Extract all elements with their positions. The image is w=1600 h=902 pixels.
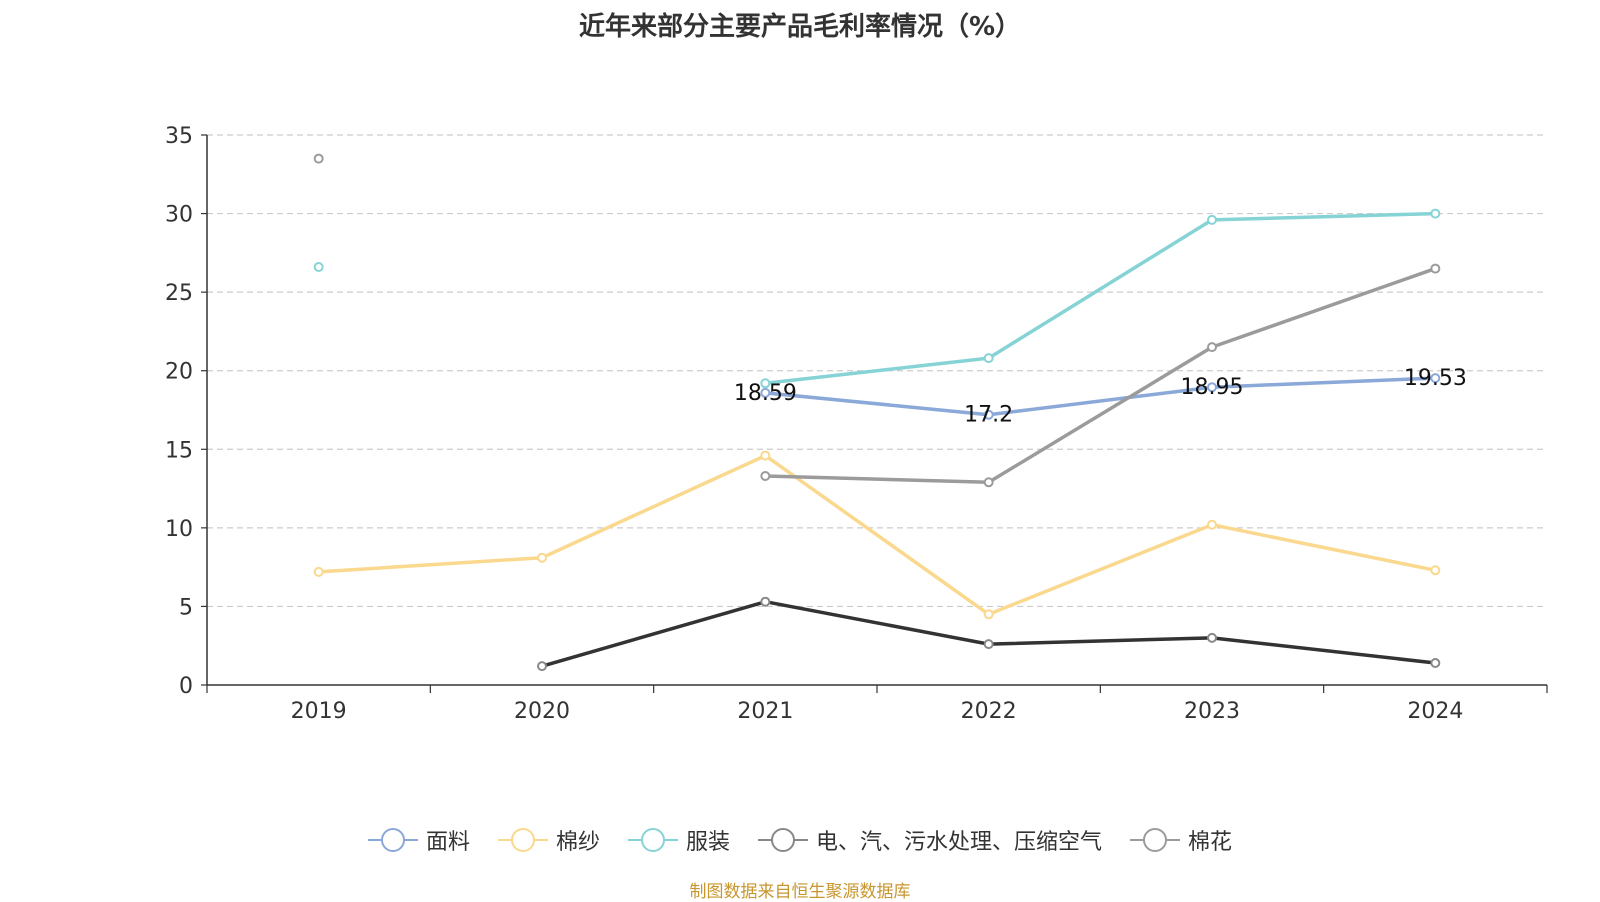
data-point <box>1430 208 1441 219</box>
y-tick-label: 30 <box>165 203 193 228</box>
legend-item[interactable]: 棉花 <box>1130 824 1232 856</box>
y-tick-label: 25 <box>165 281 193 306</box>
data-point <box>1430 658 1441 668</box>
legend-symbol <box>367 828 418 852</box>
y-tick-label: 0 <box>179 674 193 699</box>
y-tick-label: 15 <box>165 438 193 463</box>
data-label: 19.53 <box>1404 366 1467 391</box>
data-label: 18.95 <box>1181 375 1244 400</box>
legend-item[interactable]: 棉纱 <box>497 824 600 856</box>
data-point <box>760 471 771 481</box>
legend-item[interactable]: 电、汽、污水处理、压缩空气 <box>758 824 1102 856</box>
x-tick-label: 2019 <box>291 699 347 724</box>
x-tick-label: 2024 <box>1407 699 1463 724</box>
legend-symbol <box>497 828 548 852</box>
legend-symbol <box>627 828 678 852</box>
series-line <box>765 266 1436 485</box>
legend-item[interactable]: 服装 <box>627 824 730 856</box>
data-label: 18.59 <box>734 381 797 406</box>
y-tick-label: 20 <box>165 360 193 385</box>
data-point <box>1430 565 1441 576</box>
y-tick-label: 35 <box>165 124 193 149</box>
source-note: 制图数据来自恒生聚源数据库 <box>689 882 911 902</box>
data-point <box>313 262 324 272</box>
legend-symbol <box>758 828 808 852</box>
data-point <box>537 661 547 672</box>
legend-label: 电、汽、污水处理、压缩空气 <box>816 830 1103 855</box>
data-point <box>1207 382 1217 393</box>
legend-item[interactable]: 面料 <box>367 824 470 856</box>
data-point <box>1207 342 1217 353</box>
legend-label: 服装 <box>685 830 730 855</box>
series-2 <box>313 208 1441 389</box>
data-point <box>760 387 771 398</box>
data-point <box>313 153 324 164</box>
series-1 <box>313 450 1441 620</box>
data-point <box>1207 214 1217 225</box>
data-point <box>983 639 994 650</box>
chart-title: 近年来部分主要产品毛利率情况（%） <box>578 12 1022 42</box>
series-3 <box>537 596 1441 672</box>
data-point <box>983 409 994 420</box>
data-point <box>983 353 994 364</box>
data-point <box>983 609 994 620</box>
series-line <box>765 211 1436 386</box>
series-line <box>318 453 1436 617</box>
series-4 <box>313 153 1441 488</box>
data-point <box>313 566 324 577</box>
legend-symbol <box>1130 828 1181 852</box>
data-point <box>983 477 994 488</box>
data-point <box>760 450 771 461</box>
data-point <box>1207 519 1217 530</box>
x-tick-label: 2022 <box>961 699 1017 724</box>
legend-label: 棉纱 <box>555 830 600 855</box>
y-tick-label: 5 <box>179 595 193 620</box>
x-tick-label: 2023 <box>1184 699 1240 724</box>
x-tick-label: 2020 <box>514 699 570 724</box>
data-point <box>760 378 771 389</box>
data-label: 17.2 <box>964 403 1013 428</box>
legend: 面料 棉纱 服装 电、汽、污水处理、压缩空气 棉花 <box>0 820 1600 860</box>
legend-label: 棉花 <box>1188 830 1233 855</box>
series-0 <box>760 373 1441 420</box>
legend-label: 面料 <box>425 830 470 855</box>
data-point <box>1430 263 1441 274</box>
y-tick-label: 10 <box>165 517 193 542</box>
data-point <box>1207 632 1217 643</box>
x-tick-label: 2021 <box>737 699 793 724</box>
data-point <box>1430 373 1441 384</box>
data-point <box>537 552 547 563</box>
data-point <box>760 596 771 607</box>
series-line <box>765 376 1436 417</box>
